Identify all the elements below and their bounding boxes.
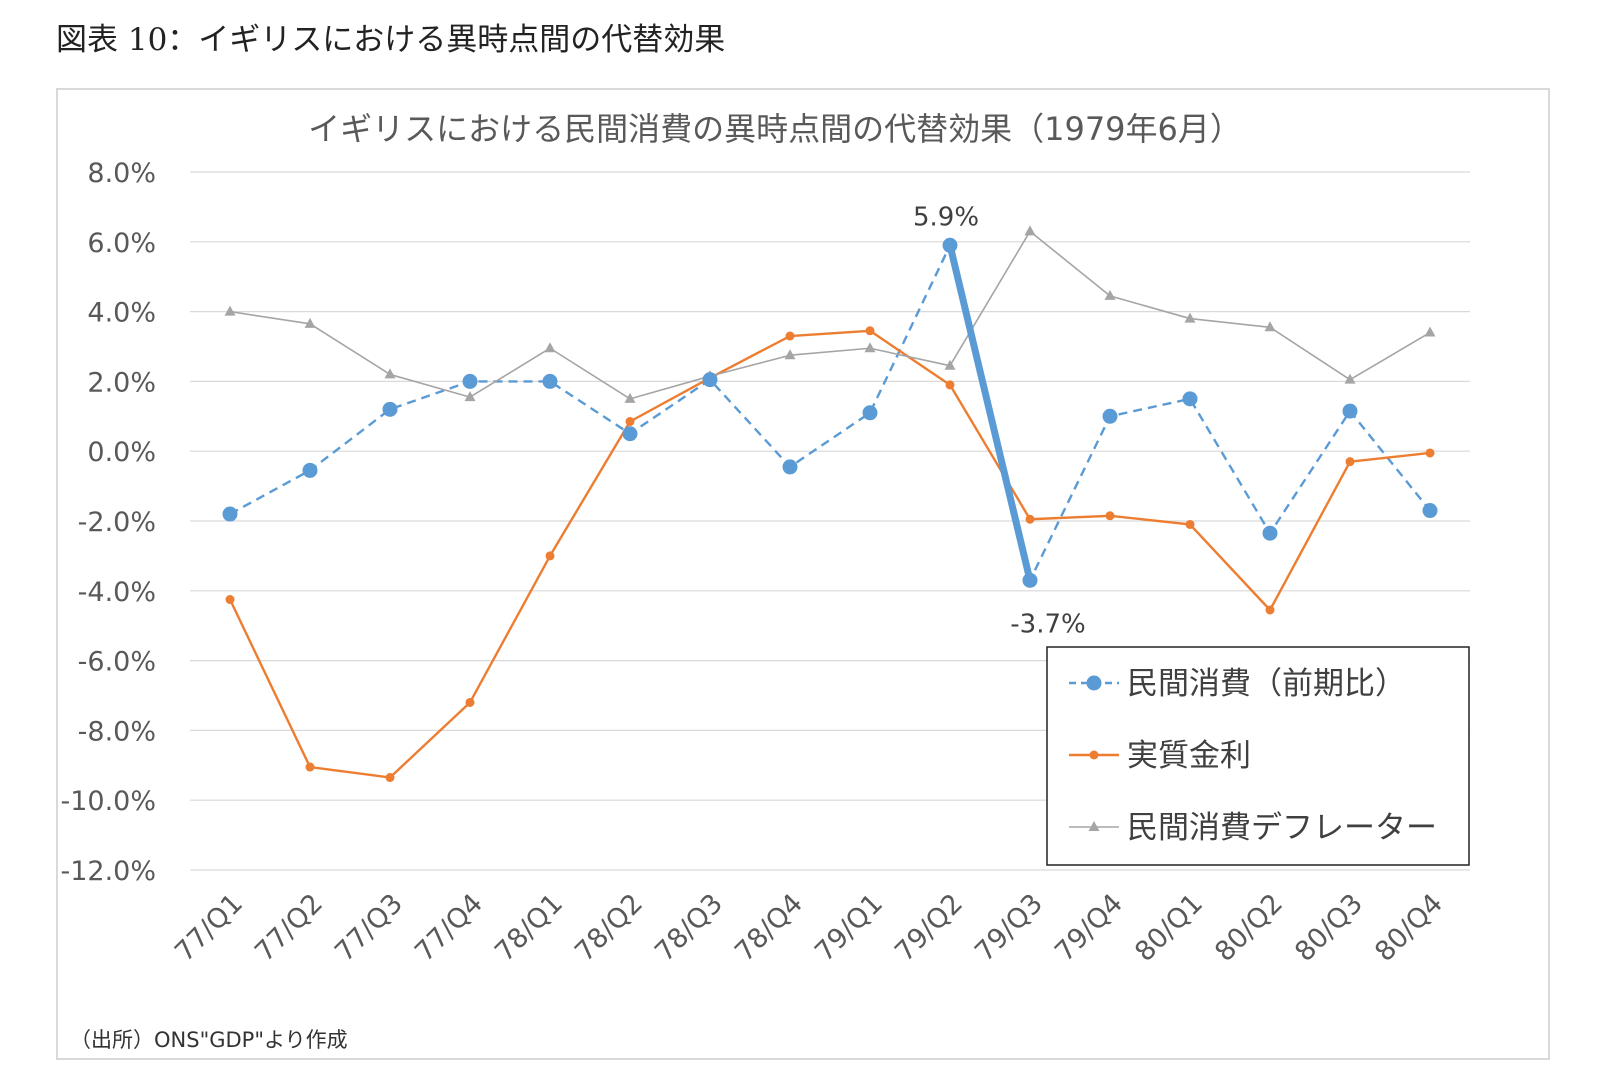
data-point	[1262, 525, 1278, 541]
data-point	[782, 459, 798, 475]
data-point	[224, 305, 236, 316]
series-line	[228, 329, 1431, 779]
highlight-segment	[946, 241, 1034, 584]
data-point	[1345, 457, 1355, 467]
data-point	[1184, 312, 1196, 323]
legend-marker	[1086, 675, 1102, 691]
x-tick-label: 78/Q3	[649, 888, 729, 968]
data-point	[545, 551, 555, 561]
data-point	[1102, 408, 1118, 424]
series-line	[229, 244, 1431, 582]
data-point	[385, 773, 395, 783]
data-label: 5.9%	[913, 202, 979, 232]
data-point	[1182, 391, 1198, 407]
x-tick-label: 77/Q2	[249, 888, 329, 968]
annotations: 5.9% -3.7%	[913, 202, 1086, 639]
data-point	[382, 401, 398, 417]
y-tick-label: -2.0%	[78, 507, 156, 538]
y-tick-label: -6.0%	[78, 647, 156, 678]
data-point	[625, 417, 635, 427]
data-point	[542, 373, 558, 389]
data-point	[945, 380, 955, 390]
data-point	[384, 368, 396, 379]
data-point	[1105, 511, 1115, 521]
x-tick-label: 78/Q4	[729, 888, 809, 968]
data-point	[864, 342, 876, 353]
figure-caption: 図表 10：イギリスにおける異時点間の代替効果	[56, 22, 726, 58]
chart-title: イギリスにおける民間消費の異時点間の代替効果（1979年6月）	[308, 110, 1242, 148]
series-markers	[222, 225, 1438, 783]
x-tick-label: 77/Q3	[329, 888, 409, 968]
data-point	[944, 359, 956, 370]
data-point	[1265, 605, 1275, 615]
data-point	[942, 237, 958, 253]
data-point	[305, 762, 315, 772]
data-point	[1185, 519, 1195, 529]
series-lines	[228, 230, 1431, 779]
data-point	[225, 595, 235, 605]
data-point	[865, 326, 875, 336]
data-point	[784, 349, 796, 360]
y-axis: 8.0% 6.0% 4.0% 2.0% 0.0% -2.0% -4.0% -6.0% -8.0%…	[60, 158, 156, 887]
data-point	[1022, 572, 1038, 588]
legend-label: 民間消費（前期比）	[1127, 666, 1406, 702]
data-point	[785, 331, 795, 341]
data-point	[465, 697, 475, 707]
legend-label: 民間消費デフレーター	[1127, 810, 1437, 846]
y-tick-label: 8.0%	[87, 158, 156, 189]
x-tick-label: 80/Q2	[1209, 888, 1289, 968]
legend-label: 実質金利	[1127, 738, 1251, 774]
y-tick-label: 6.0%	[87, 228, 156, 259]
x-tick-label: 80/Q1	[1129, 888, 1209, 968]
data-point	[1104, 289, 1116, 300]
data-point	[464, 391, 476, 402]
x-tick-label: 80/Q4	[1369, 888, 1449, 968]
x-tick-label: 77/Q1	[169, 888, 249, 968]
x-tick-label: 79/Q1	[809, 888, 889, 968]
data-point	[624, 392, 636, 403]
y-tick-label: -12.0%	[60, 856, 156, 887]
data-point	[1344, 373, 1356, 384]
y-tick-label: 2.0%	[87, 367, 156, 398]
data-point	[222, 506, 238, 522]
y-tick-label: 4.0%	[87, 298, 156, 329]
legend-marker	[1088, 821, 1100, 831]
data-point	[702, 372, 718, 388]
data-label: -3.7%	[1010, 609, 1085, 639]
x-tick-label: 78/Q1	[489, 888, 569, 968]
data-point	[1025, 514, 1035, 524]
data-point	[1264, 321, 1276, 332]
data-point	[862, 405, 878, 421]
data-point	[1024, 225, 1036, 236]
y-tick-label: 0.0%	[87, 437, 156, 468]
x-tick-label: 80/Q3	[1289, 888, 1369, 968]
x-tick-label: 79/Q2	[889, 888, 969, 968]
legend-marker	[1089, 750, 1099, 760]
data-point	[1422, 503, 1438, 519]
x-tick-label: 79/Q3	[969, 888, 1049, 968]
source-note: （出所）ONS"GDP"より作成	[70, 1028, 348, 1052]
data-point	[1424, 326, 1436, 337]
x-axis: 77/Q1 77/Q2 77/Q3 77/Q4 78/Q1 78/Q2 78/Q3 78/Q4…	[169, 888, 1449, 968]
data-point	[1425, 448, 1435, 458]
x-tick-label: 78/Q2	[569, 888, 649, 968]
y-tick-label: -8.0%	[78, 716, 156, 747]
y-tick-label: -4.0%	[78, 577, 156, 608]
data-point	[462, 373, 478, 389]
series-line	[229, 230, 1431, 400]
data-point	[1342, 403, 1358, 419]
chart-frame	[56, 88, 1550, 1060]
data-point	[304, 317, 316, 328]
data-point	[544, 342, 556, 353]
x-tick-label: 79/Q4	[1049, 888, 1129, 968]
y-tick-label: -10.0%	[60, 786, 156, 817]
data-point	[302, 462, 318, 478]
grid-lines	[190, 171, 1470, 871]
x-tick-label: 77/Q4	[409, 888, 489, 968]
data-point	[622, 426, 638, 442]
